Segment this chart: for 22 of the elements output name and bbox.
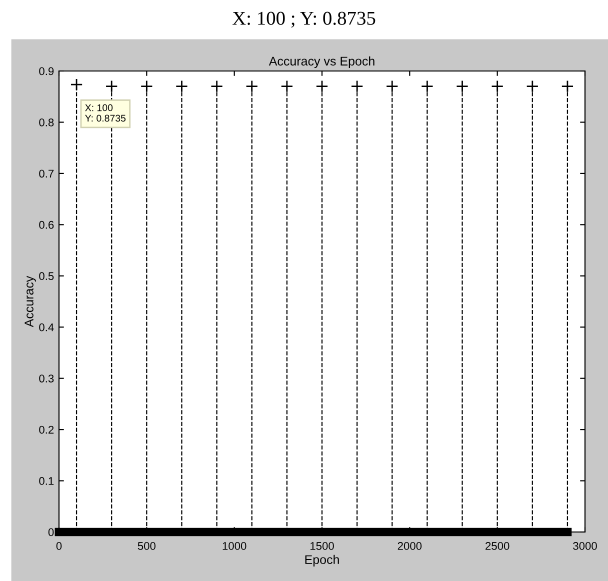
- y-tick-label: 0.6: [39, 220, 54, 229]
- x-tick-label: 0: [56, 542, 62, 550]
- x-tick-label: 500: [138, 542, 156, 550]
- y-tick-label: 0: [48, 528, 54, 536]
- y-tick-label: 0.4: [39, 323, 54, 332]
- y-tick-label: 0.8: [39, 118, 54, 126]
- y-tick-label: 0.7: [39, 170, 54, 178]
- x-axis-title: Epoch: [305, 554, 339, 567]
- chart-title: Accuracy vs Epoch: [268, 56, 374, 68]
- x-tick-label: 1500: [310, 542, 334, 550]
- y-tick-label: 0.9: [39, 67, 54, 76]
- y-tick-label: 0.2: [39, 426, 54, 434]
- y-tick-label: 0.1: [39, 477, 54, 485]
- y-tick-label: 0.5: [39, 272, 54, 280]
- x-tick-label: 2000: [398, 542, 422, 550]
- x-tick-label: 1000: [222, 542, 246, 550]
- x-tick-label: 2500: [486, 542, 510, 550]
- y-tick-label: 0.3: [39, 374, 54, 382]
- y-axis-title: Accuracy: [24, 276, 36, 328]
- x-tick-label: 3000: [573, 542, 597, 550]
- annotation: X: 100 Y: 0.8735: [85, 104, 126, 122]
- text: X: 100 ; Y: 0.8735: [232, 12, 376, 28]
